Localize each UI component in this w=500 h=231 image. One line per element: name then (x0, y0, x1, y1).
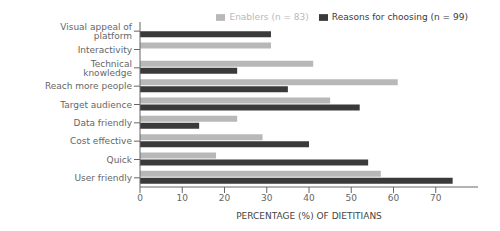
svg-text:50: 50 (346, 193, 358, 203)
svg-text:30: 30 (261, 193, 273, 203)
html-text:Reasons for choosing (n = 99): Reasons for choosing (n = 99) (331, 12, 468, 22)
svg-text:40: 40 (303, 193, 315, 203)
svg-text:PERCENTAGE (%) OF DIETITIANS: PERCENTAGE (%) OF DIETITIANS (236, 211, 382, 221)
svg-text:10: 10 (177, 193, 189, 203)
svg-text:Cost effective: Cost effective (70, 136, 132, 146)
svg-text:Visual appeal ofplatform: Visual appeal ofplatform (60, 22, 133, 41)
svg-text:Technicalknowledge: Technicalknowledge (83, 59, 132, 78)
svg-text:Reach more people: Reach more people (45, 81, 133, 91)
svg-text:User friendly: User friendly (74, 173, 132, 183)
svg-text:Interactivity: Interactivity (78, 45, 133, 55)
html-text:Enablers (n = 83): Enablers (n = 83) (229, 12, 309, 22)
svg-text:70: 70 (430, 193, 442, 203)
svg-text:Data friendly: Data friendly (74, 118, 133, 128)
svg-text:60: 60 (388, 193, 400, 203)
svg-text:Target audience: Target audience (59, 100, 132, 110)
svg-text:0: 0 (137, 193, 143, 203)
svg-text:20: 20 (219, 193, 231, 203)
svg-text:Quick: Quick (107, 155, 133, 165)
